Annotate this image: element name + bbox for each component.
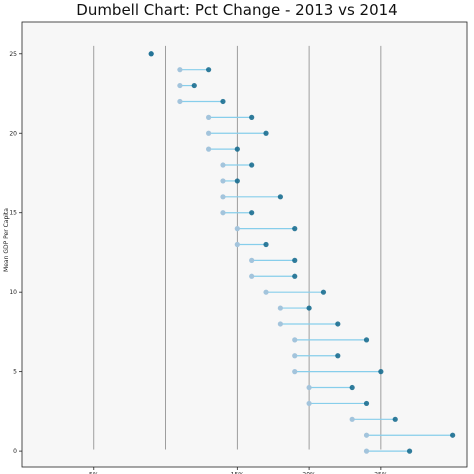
point-2014 [249, 210, 255, 216]
point-2014 [392, 416, 398, 422]
point-2014 [335, 353, 341, 359]
point-2013 [177, 98, 183, 105]
dumbbell-row [306, 400, 370, 407]
point-2014 [306, 305, 312, 311]
dumbbell-row [363, 432, 456, 438]
dumbbell-row [206, 146, 240, 152]
point-2013 [249, 257, 255, 263]
x-axis: 5% 15% 20% 25% [89, 467, 388, 474]
dumbbell-row [220, 178, 240, 184]
y-tick-label: 5 [13, 369, 17, 376]
dumbbell-row [177, 98, 226, 105]
point-2013 [206, 146, 212, 152]
point-2014 [234, 146, 240, 152]
point-2013 [277, 321, 283, 327]
point-2014 [249, 162, 255, 168]
dumbbell-row [277, 305, 312, 311]
dumbbell-row [177, 67, 212, 73]
x-tick-label: 15% [231, 472, 245, 474]
point-2013 [306, 400, 312, 407]
dumbbell-row [349, 416, 398, 422]
point-2013 [249, 273, 255, 279]
point-2014 [363, 337, 370, 343]
y-tick-label: 15 [9, 210, 17, 217]
point-2013 [263, 289, 269, 295]
dumbbell-row [220, 210, 255, 216]
dumbbell-row [206, 114, 255, 120]
point-2013 [292, 337, 298, 343]
point-2013 [220, 194, 226, 200]
point-2013 [277, 305, 283, 311]
point-2014 [349, 384, 355, 391]
dumbbell-row [292, 353, 341, 359]
point-2014 [292, 257, 298, 263]
point-2013 [292, 353, 298, 359]
x-tick-label: 25% [374, 472, 388, 474]
dumbbell-rows [148, 51, 456, 454]
y-tick-label: 20 [9, 130, 17, 137]
point-2013 [220, 210, 226, 216]
point-2013 [220, 162, 226, 168]
dumbbell-row [177, 82, 197, 89]
point-2014 [148, 51, 154, 57]
chart-title: Dumbell Chart: Pct Change - 2013 vs 2014 [76, 1, 397, 19]
x-tick-label: 20% [302, 472, 316, 474]
point-2013 [177, 82, 183, 89]
x-tick-label: 5% [89, 472, 99, 474]
point-2014 [263, 130, 269, 136]
point-2014 [277, 194, 283, 200]
dumbbell-row [292, 337, 370, 343]
dumbbell-row [234, 241, 269, 248]
point-2014 [191, 82, 197, 89]
reference-lines [93, 45, 382, 450]
point-2014 [320, 289, 327, 295]
point-2014 [292, 226, 298, 232]
point-2013 [349, 416, 355, 422]
dumbbell-row [234, 226, 298, 232]
point-2014 [363, 400, 370, 407]
dumbbell-row [277, 321, 341, 327]
dumbbell-row [220, 194, 283, 200]
point-2013 [292, 369, 298, 375]
point-2013 [206, 130, 212, 136]
point-2013 [234, 226, 240, 232]
point-2014 [206, 67, 212, 73]
point-2013 [177, 67, 183, 73]
dumbbell-row [148, 51, 154, 57]
point-2013 [363, 448, 370, 454]
y-axis-label: Mean GDP Per Capita [3, 208, 10, 272]
y-tick-label: 10 [9, 289, 17, 296]
y-tick-label: 25 [9, 51, 17, 58]
dumbbell-row [363, 448, 413, 454]
point-2013 [206, 114, 212, 120]
point-2014 [292, 273, 298, 279]
dumbbell-row [263, 289, 327, 295]
point-2014 [263, 241, 269, 248]
point-2014 [249, 114, 255, 120]
point-2014 [378, 369, 384, 375]
dumbbell-row [206, 130, 269, 136]
point-2014 [450, 432, 456, 438]
point-2014 [234, 178, 240, 184]
dumbbell-row [306, 384, 355, 391]
y-tick-label: 0 [13, 448, 17, 455]
dumbbell-row [292, 369, 384, 375]
dumbbell-row [220, 162, 255, 168]
point-2014 [406, 448, 413, 454]
y-axis: 0 5 10 15 20 25 [9, 51, 22, 455]
point-2014 [335, 321, 341, 327]
point-2014 [220, 98, 226, 105]
point-2013 [306, 384, 312, 391]
point-2013 [220, 178, 226, 184]
point-2013 [363, 432, 370, 438]
point-2013 [234, 241, 240, 248]
dumbbell-row [249, 273, 298, 279]
dumbbell-row [249, 257, 298, 263]
